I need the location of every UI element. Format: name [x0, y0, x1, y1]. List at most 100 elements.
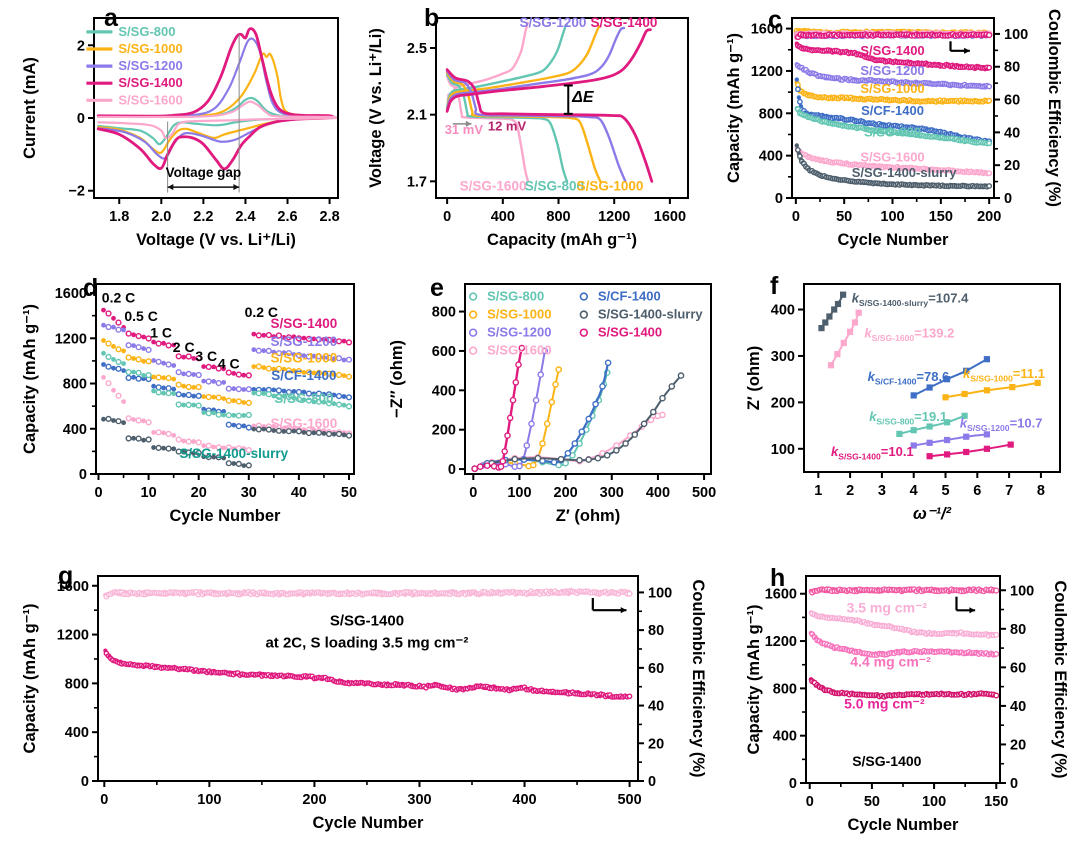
svg-text:400: 400	[759, 149, 783, 165]
panel-label-g: g	[58, 562, 74, 590]
svg-text:100: 100	[1004, 27, 1028, 43]
svg-text:0: 0	[648, 774, 656, 790]
svg-text:S/SG-1200: S/SG-1200	[118, 58, 182, 73]
svg-text:S/SG-800: S/SG-800	[274, 391, 333, 406]
svg-text:3.5 mg cm⁻²: 3.5 mg cm⁻²	[847, 600, 928, 616]
svg-text:0.5 C: 0.5 C	[124, 308, 157, 324]
svg-text:S/SG-1400-slurry: S/SG-1400-slurry	[852, 165, 958, 180]
svg-text:S/CF-1400: S/CF-1400	[861, 103, 924, 118]
svg-text:S/SG-800: S/SG-800	[487, 289, 544, 304]
svg-text:1200: 1200	[55, 331, 87, 347]
panel-e: e 0 100 200 300 400 500 0 200 400 600 800 Z′ (ohm) −…	[385, 268, 725, 536]
svg-text:Voltage (V vs. Li⁺/Li): Voltage (V vs. Li⁺/Li)	[136, 231, 296, 249]
svg-text:5.0 mg cm⁻²: 5.0 mg cm⁻²	[844, 695, 925, 711]
svg-text:S/SG-1400: S/SG-1400	[852, 753, 921, 769]
svg-text:S/SG-800: S/SG-800	[864, 125, 921, 140]
svg-text:20: 20	[1010, 737, 1026, 753]
chart-e-nyquist: 0 100 200 300 400 500 0 200 400 600 800 Z′ (ohm) −Z″…	[388, 283, 716, 525]
svg-text:40: 40	[1010, 699, 1026, 715]
svg-text:ΔE: ΔE	[571, 89, 595, 106]
svg-text:20: 20	[191, 485, 207, 501]
svg-text:100: 100	[197, 792, 221, 808]
svg-text:8: 8	[1037, 483, 1045, 499]
svg-text:Capacity (mAh g⁻¹): Capacity (mAh g⁻¹)	[21, 604, 39, 754]
svg-text:50: 50	[341, 485, 357, 501]
svg-text:0: 0	[448, 462, 456, 478]
svg-text:S/SG-1200: S/SG-1200	[271, 334, 338, 349]
chart-b-voltage-profiles: 0 400 800 1200 1600 1.7 2.1 2.5 Capacity (mAh g⁻…	[367, 15, 689, 249]
svg-text:400: 400	[646, 485, 670, 501]
chart-g-long-cycling: 0 100 200 300 400 500 0 400 800 1200 1600 0 20 40 60 80…	[21, 575, 707, 832]
chart-h-loading: 0 50 100 150040080012001600020406080100Cycl…	[745, 575, 1069, 834]
svg-text:Cycle Number: Cycle Number	[838, 231, 950, 249]
svg-text:300: 300	[407, 792, 431, 808]
chart-a-cv: 1.8 2.0 2.2 2.4 2.6 2.8 −2 0 2 Voltage (V vs. Li⁺…	[21, 17, 340, 249]
svg-text:S/SG-1400: S/SG-1400	[591, 15, 658, 30]
svg-text:2.4: 2.4	[235, 209, 255, 225]
svg-text:Z′ (ohm): Z′ (ohm)	[556, 507, 620, 525]
svg-text:S/SG-1400: S/SG-1400	[598, 325, 662, 340]
svg-text:400: 400	[491, 209, 515, 225]
svg-text:1 C: 1 C	[150, 325, 172, 341]
svg-text:Voltage gap: Voltage gap	[166, 165, 242, 180]
svg-text:40: 40	[291, 485, 307, 501]
svg-text:20: 20	[1004, 158, 1020, 174]
svg-text:1200: 1200	[598, 209, 630, 225]
svg-text:S/SG-1200: S/SG-1200	[520, 15, 587, 30]
panel-g: g 0 100 200 300 400 500 0 400 800 1200 1600 0 20 40 60…	[18, 560, 724, 845]
svg-text:S/SG-1000: S/SG-1000	[118, 41, 182, 56]
svg-text:0: 0	[1010, 776, 1018, 792]
svg-text:800: 800	[546, 209, 570, 225]
svg-text:S/SG-800: S/SG-800	[118, 24, 175, 39]
panel-label-c: c	[768, 6, 782, 34]
svg-text:2.5: 2.5	[407, 41, 427, 57]
panel-label-d: d	[83, 274, 99, 302]
svg-text:3 C: 3 C	[195, 348, 217, 364]
svg-text:400: 400	[771, 303, 795, 319]
panel-label-b: b	[424, 4, 440, 32]
svg-text:500: 500	[692, 485, 716, 501]
svg-text:30: 30	[241, 485, 257, 501]
svg-text:Current (mA): Current (mA)	[21, 57, 39, 159]
svg-text:Voltage (V vs. Li⁺/Li): Voltage (V vs. Li⁺/Li)	[367, 28, 385, 188]
svg-text:31 mV: 31 mV	[445, 122, 484, 137]
svg-text:S/SG-1600: S/SG-1600	[487, 343, 551, 358]
svg-text:300: 300	[771, 349, 795, 365]
svg-text:10: 10	[141, 485, 157, 501]
svg-text:0: 0	[775, 191, 783, 207]
svg-text:40: 40	[648, 699, 664, 715]
svg-text:Capacity (mAh g⁻¹): Capacity (mAh g⁻¹)	[745, 605, 763, 755]
svg-text:300: 300	[600, 485, 624, 501]
svg-text:800: 800	[65, 676, 89, 692]
svg-text:1200: 1200	[765, 634, 797, 650]
svg-text:S/CF-1400: S/CF-1400	[598, 289, 661, 304]
svg-text:4: 4	[910, 483, 918, 499]
svg-text:ω⁻¹/²: ω⁻¹/²	[913, 505, 952, 523]
svg-text:S/SG-1400: S/SG-1400	[118, 75, 182, 90]
panel-label-a: a	[104, 4, 118, 32]
svg-text:400: 400	[773, 729, 797, 745]
panel-label-h: h	[770, 564, 786, 592]
svg-text:20: 20	[648, 736, 664, 752]
chart-c-cycling: 0 50 100 150 200040080012001600020406080100C…	[725, 9, 1063, 249]
svg-text:S/SG-1600: S/SG-1600	[460, 179, 527, 194]
svg-text:S/SG-1400-slurry: S/SG-1400-slurry	[598, 307, 704, 322]
svg-text:0: 0	[100, 792, 108, 808]
svg-text:200: 200	[977, 209, 1001, 225]
svg-text:S/SG-1600: S/SG-1600	[118, 92, 182, 107]
svg-text:S/SG-1000: S/SG-1000	[271, 351, 338, 366]
svg-text:S/SG-1000: S/SG-1000	[577, 179, 644, 194]
svg-text:S/SG-1600: S/SG-1600	[271, 416, 338, 431]
svg-text:800: 800	[432, 305, 456, 321]
svg-text:−2: −2	[68, 184, 85, 200]
svg-text:kS/SG-1200=10.7: kS/SG-1200=10.7	[960, 415, 1043, 433]
svg-text:0: 0	[443, 209, 451, 225]
svg-text:S/SG-1400: S/SG-1400	[330, 612, 404, 629]
svg-text:500: 500	[617, 792, 641, 808]
svg-text:200: 200	[302, 792, 326, 808]
svg-text:6: 6	[973, 483, 981, 499]
svg-text:S/SG-1000: S/SG-1000	[487, 307, 551, 322]
svg-text:2.2: 2.2	[193, 209, 213, 225]
svg-text:100: 100	[922, 794, 946, 810]
svg-text:0.2 C: 0.2 C	[102, 290, 135, 306]
